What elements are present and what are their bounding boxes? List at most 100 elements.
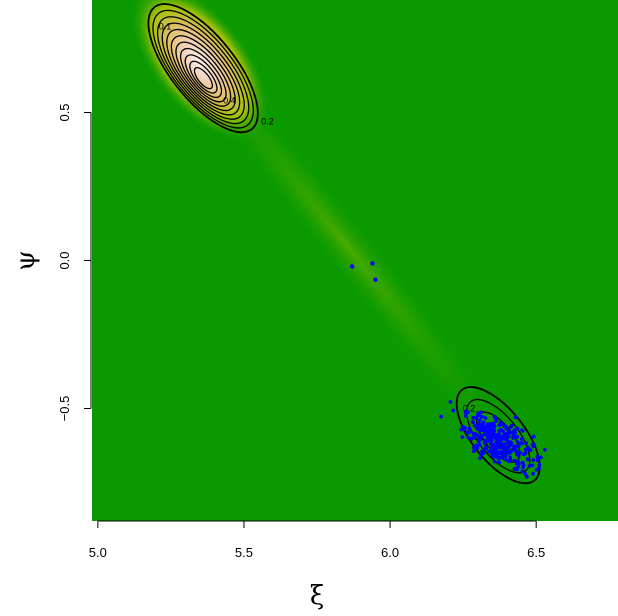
upper-contour-level-0.8	[179, 47, 227, 103]
scatter-point	[491, 429, 496, 433]
scatter-point	[497, 431, 502, 436]
y-axis: −0.5 0.0 0.5	[57, 103, 92, 421]
upper-contour-level-1.1	[193, 67, 214, 90]
x-tick-label: 5.5	[235, 545, 253, 560]
scatter-point	[530, 442, 535, 447]
scatter-point	[486, 434, 490, 439]
scatter-point	[516, 459, 521, 464]
scatter-point	[505, 438, 510, 443]
scatter-point	[520, 441, 525, 446]
scatter-point	[491, 447, 495, 451]
scatter-points	[349, 261, 547, 479]
upper-contour-level-0.4	[161, 22, 245, 120]
upper-contour-level-0.3	[156, 16, 250, 125]
scatter-point	[531, 434, 536, 439]
scatter-point	[491, 442, 496, 447]
scatter-point	[497, 460, 502, 465]
scatter-point	[484, 425, 488, 430]
scatter-point	[471, 449, 476, 454]
scatter-point	[482, 447, 487, 452]
upper-contour-level-0.5	[166, 28, 241, 116]
scatter-point	[469, 436, 474, 441]
outlier-point	[349, 264, 355, 269]
scatter-point	[502, 446, 507, 451]
scatter-point	[481, 420, 486, 425]
upper-contour-level-0.7	[175, 41, 232, 107]
scatter-point	[481, 428, 486, 433]
y-axis-label: ψ	[11, 250, 41, 270]
scatter-point	[468, 430, 473, 434]
scatter-point	[515, 426, 520, 431]
scatter-point	[504, 426, 509, 431]
scatter-point	[482, 432, 487, 437]
x-tick-label: 6.5	[527, 545, 545, 560]
x-axis-label: ξ	[310, 581, 324, 611]
scatter-point	[523, 472, 528, 476]
y-tick-label: 0.0	[57, 251, 72, 269]
scatter-point	[520, 469, 525, 474]
scatter-point	[542, 447, 547, 452]
scatter-point	[524, 441, 529, 446]
contour-label: 0.1	[159, 22, 172, 32]
upper-contour-level-0.1	[147, 3, 259, 134]
scatter-point	[486, 430, 490, 435]
scatter-point	[474, 443, 478, 448]
outlier-point	[373, 277, 378, 282]
scatter-point	[505, 435, 509, 440]
scatter-point	[493, 416, 498, 421]
scatter-point	[461, 427, 466, 432]
contour-label: 0.2	[463, 404, 476, 414]
scatter-point	[503, 454, 508, 458]
scatter-point	[538, 455, 543, 460]
upper-contour-level-0.6	[170, 35, 236, 112]
scatter-point	[470, 420, 475, 424]
scatter-point	[477, 442, 482, 447]
scatter-point	[512, 467, 517, 471]
scatter-point	[505, 431, 510, 436]
scatter-point	[478, 456, 482, 461]
scatter-point	[479, 414, 484, 419]
scatter-point	[509, 442, 514, 447]
scatter-point	[521, 463, 526, 468]
scatter-point	[491, 425, 496, 429]
scatter-point	[451, 408, 456, 413]
scatter-point	[520, 428, 525, 433]
scatter-point	[537, 466, 541, 471]
scatter-point	[507, 451, 512, 455]
scatter-point	[478, 426, 483, 431]
scatter-point	[489, 432, 494, 437]
scatter-point	[496, 456, 501, 461]
scatter-point	[485, 422, 490, 427]
scatter-point	[467, 426, 472, 431]
upper-contour-level-0.2	[152, 9, 254, 129]
upper-contour-level-1	[189, 60, 218, 94]
scatter-point	[515, 439, 520, 444]
scatter-point	[460, 435, 465, 440]
scatter-point	[535, 454, 540, 459]
scatter-point	[508, 455, 513, 460]
scatter-point	[465, 430, 470, 435]
scatter-point	[515, 434, 520, 439]
x-tick-label: 6.0	[381, 545, 399, 560]
scatter-point	[476, 436, 481, 441]
scatter-point	[497, 428, 502, 433]
scatter-point	[475, 427, 480, 431]
scatter-point	[492, 451, 497, 456]
scatter-point	[479, 452, 483, 457]
scatter-point	[488, 441, 493, 446]
scatter-point	[489, 421, 494, 426]
scatter-point	[483, 416, 488, 420]
contour-label: 0.2	[261, 116, 274, 126]
x-axis: 5.0 5.5 6.0 6.5	[89, 520, 545, 560]
scatter-point	[525, 457, 530, 462]
lower-contour-level-0.1	[455, 386, 541, 485]
scatter-point	[439, 414, 444, 419]
scatter-point	[518, 450, 522, 455]
scatter-point	[476, 439, 481, 444]
scatter-point	[513, 444, 518, 449]
scatter-point	[477, 418, 482, 423]
upper-contour-level-0.9	[184, 54, 223, 99]
scatter-point	[513, 415, 518, 420]
scatter-point	[498, 450, 502, 455]
